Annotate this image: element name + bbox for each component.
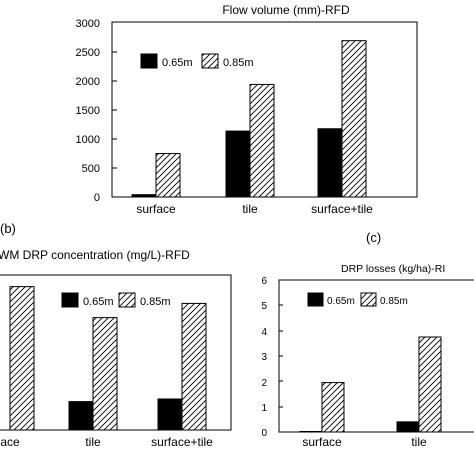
bar-b-solid-2 <box>157 398 183 431</box>
legend-swatch-solid <box>307 292 324 307</box>
category-labels: ace tile surface+tile <box>0 435 213 449</box>
bar-b-hatched-0 <box>9 286 35 431</box>
y-ticks <box>112 21 117 198</box>
chart-title: Flow volume (mm)-RFD <box>222 3 350 17</box>
y-tick-label: 2 <box>261 378 267 389</box>
legend-swatch-hatched <box>360 292 377 307</box>
y-tick-label: 1000 <box>76 134 100 146</box>
bar-c-solid-1 <box>396 421 420 433</box>
y-tick-label: 6 <box>261 276 267 287</box>
category-label: tile <box>242 202 258 216</box>
bar-top-hatched-1 <box>249 83 275 198</box>
bar-top-hatched-2 <box>341 40 367 198</box>
bar-c-hatched-0 <box>321 382 345 433</box>
panel-label: (b) <box>0 221 16 236</box>
bar-top-solid-2 <box>317 128 343 198</box>
legend-label: 0.65m <box>83 296 114 308</box>
y-tick-labels: 0 1 2 3 4 5 6 <box>261 276 267 439</box>
legend-label: 0.65m <box>327 296 355 307</box>
legend: 0.65m 0.85m <box>307 292 408 307</box>
panel-label: (c) <box>366 230 381 245</box>
y-tick-label: 3 <box>261 352 267 363</box>
y-tick-label: 5 <box>261 301 267 312</box>
bar-b-hatched-2 <box>181 302 207 431</box>
category-label: surface+tile <box>151 435 213 449</box>
y-tick-label: 3000 <box>76 18 100 30</box>
category-label: ace <box>0 435 20 449</box>
legend-swatch-solid <box>61 292 79 308</box>
y-tick-label: 4 <box>261 327 267 338</box>
legend-swatch-hatched <box>118 292 136 308</box>
legend-label: 0.65m <box>162 57 193 69</box>
y-tick-label: 1 <box>261 403 267 414</box>
bar-c-solid-0 <box>299 430 323 433</box>
bars-layer <box>9 40 442 433</box>
bar-top-solid-1 <box>225 130 251 198</box>
y-tick-label: 2000 <box>76 76 100 88</box>
chart-top: Flow volume (mm)-RFD 0 500 1000 1500 200… <box>76 3 418 216</box>
legend-label: 0.85m <box>223 57 254 69</box>
category-label: surface <box>302 435 342 449</box>
chart-title: WM DRP concentration (mg/L)-RFD <box>0 248 190 262</box>
legend: 0.65m 0.85m <box>140 53 254 69</box>
bar-top-hatched-0 <box>155 153 181 198</box>
legend-swatch-solid <box>140 53 158 69</box>
bar-b-solid-1 <box>68 401 94 431</box>
y-tick-label: 500 <box>82 163 100 175</box>
legend-label: 0.85m <box>380 296 408 307</box>
category-label: tile <box>411 435 427 449</box>
y-tick-label: 2500 <box>76 47 100 59</box>
y-ticks <box>279 279 283 433</box>
y-tick-labels: 0 500 1000 1500 2000 2500 3000 <box>76 18 100 204</box>
bar-c-hatched-1 <box>418 336 442 433</box>
y-tick-label: 1500 <box>76 105 100 117</box>
legend: 0.65m 0.85m <box>61 292 171 308</box>
chart-title: DRP losses (kg/ha)-RI <box>341 263 445 275</box>
y-tick-label: 0 <box>94 192 100 204</box>
y-tick-label: 0 <box>261 428 267 439</box>
legend-swatch-hatched <box>201 53 219 69</box>
bar-top-solid-0 <box>131 194 157 198</box>
category-labels: surface tile surface+tile <box>136 202 373 216</box>
chart-c: (c) DRP losses (kg/ha)-RI 0 1 2 3 4 5 6 … <box>261 230 474 449</box>
category-label: surface <box>136 202 176 216</box>
category-labels: surface tile <box>302 435 427 449</box>
legend-label: 0.85m <box>140 296 171 308</box>
category-label: tile <box>85 435 101 449</box>
category-label: surface+tile <box>311 202 373 216</box>
bar-b-hatched-1 <box>92 317 118 431</box>
